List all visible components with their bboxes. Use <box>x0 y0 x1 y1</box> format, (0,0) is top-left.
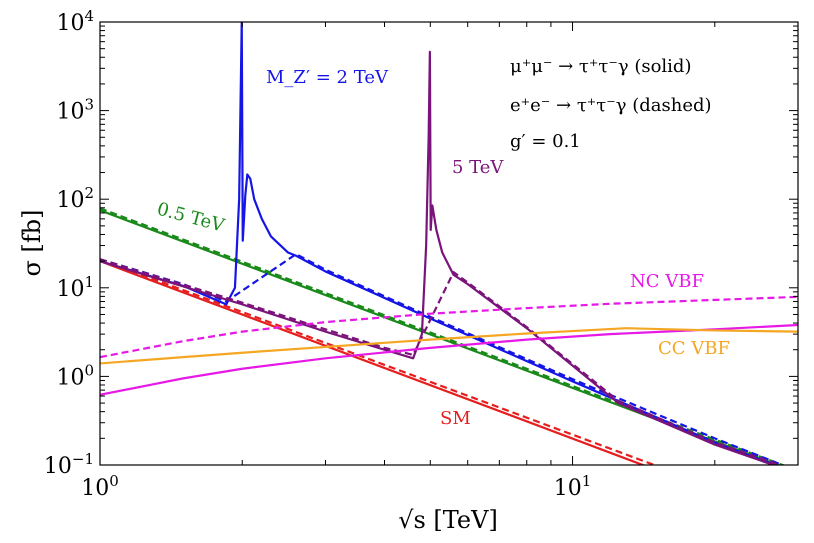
ticks-layer <box>99 21 799 466</box>
series-line-0 <box>100 260 646 465</box>
annotation-coupling: g′ = 0.1 <box>510 131 581 152</box>
y-tick-label: 101 <box>56 273 94 302</box>
series-line-8 <box>100 295 798 359</box>
label-0.5tev: 0.5 TeV <box>155 199 228 237</box>
series-line-7 <box>100 258 784 465</box>
y-tick-label: 102 <box>56 184 94 213</box>
y-tick-label: 10−1 <box>44 450 94 479</box>
series-line-9 <box>100 323 798 396</box>
y-axis-label: σ [fb] <box>18 210 46 277</box>
series-line-1 <box>100 258 658 465</box>
plot-frame <box>99 21 799 466</box>
y-tick-label: 103 <box>56 96 94 125</box>
label-nc-vbf: NC VBF <box>630 271 704 292</box>
label-cc-vbf: CC VBF <box>658 338 730 359</box>
annotation-electron-process: e⁺e⁻ → τ⁺τ⁻γ (dashed) <box>510 95 712 116</box>
label-sm: SM <box>440 408 471 429</box>
series-line-10 <box>100 327 798 365</box>
x-tick-label: 100 <box>81 472 119 501</box>
label-mz-2tev: M_Z′ = 2 TeV <box>266 67 389 88</box>
x-tick-label: 101 <box>554 472 592 501</box>
x-axis-label: √s [TeV] <box>398 506 498 534</box>
label-5tev: 5 TeV <box>452 157 504 178</box>
series-line-4 <box>100 22 779 465</box>
annotation-muon-process: μ⁺μ⁻ → τ⁺τ⁻γ (solid) <box>510 56 691 77</box>
series-layer <box>100 22 798 465</box>
y-tick-label: 100 <box>56 361 94 390</box>
y-tick-label: 104 <box>56 7 94 36</box>
